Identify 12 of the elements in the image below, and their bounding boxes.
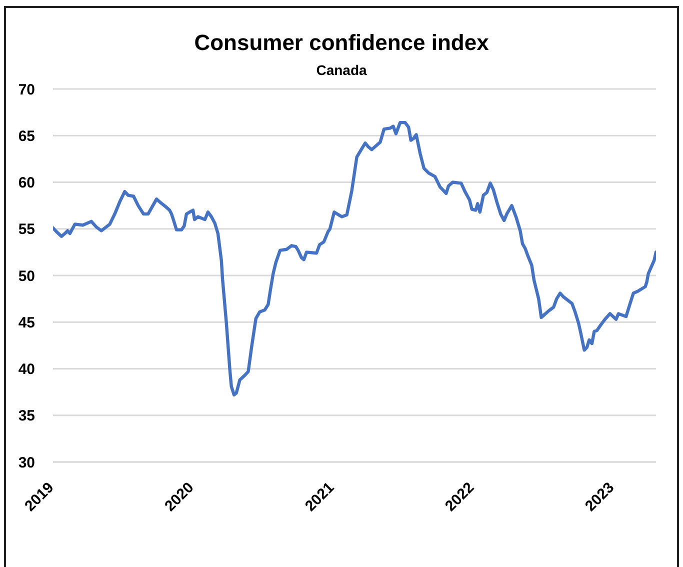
- y-tick-label: 30: [18, 454, 35, 472]
- y-tick-label: 35: [18, 408, 35, 425]
- y-tick-label: 40: [18, 361, 35, 378]
- y-tick-label: 50: [18, 268, 35, 285]
- chart-title: Consumer confidence index: [193, 30, 490, 56]
- line-series: [53, 120, 656, 396]
- y-tick-label: 70: [18, 81, 35, 98]
- y-tick-label: 55: [18, 221, 35, 238]
- chart-subtitle: Canada: [315, 62, 368, 78]
- y-tick-label: 60: [18, 174, 35, 192]
- y-tick-label: 65: [18, 128, 35, 145]
- y-tick-label: 45: [18, 314, 35, 332]
